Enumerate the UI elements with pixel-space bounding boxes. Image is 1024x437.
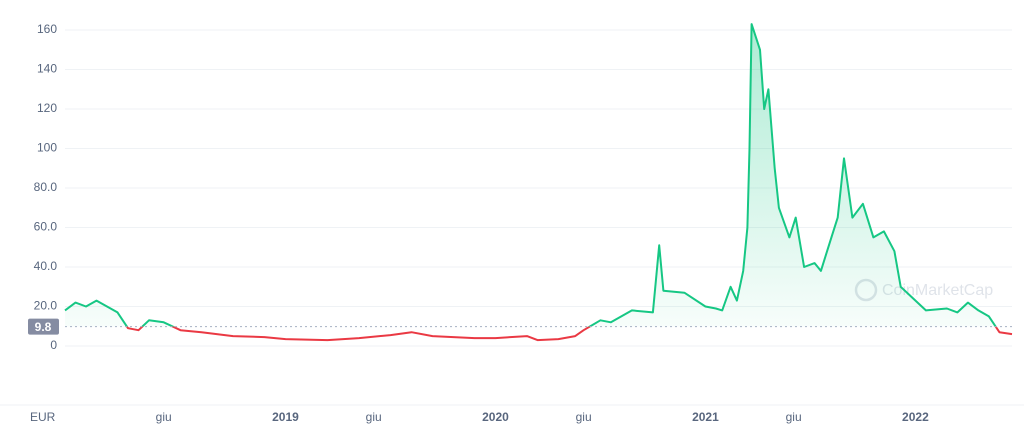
current-price-tag — [28, 318, 59, 335]
x-tick-label: giu — [576, 410, 592, 424]
y-tick-label: 40.0 — [34, 259, 58, 273]
y-tick-label: 80.0 — [34, 180, 58, 194]
x-tick-label: 2020 — [482, 410, 509, 424]
y-tick-label: 100 — [37, 141, 57, 155]
x-tick-label: 2022 — [902, 410, 929, 424]
current-price-label: 9.8 — [35, 320, 52, 334]
price-line-up — [64, 23, 997, 327]
y-tick-label: 160 — [37, 22, 57, 36]
price-line-down — [125, 326, 1013, 342]
x-tick-label: giu — [366, 410, 382, 424]
x-tick-label: 2019 — [272, 410, 299, 424]
y-tick-label: 0 — [50, 338, 57, 352]
currency-label: EUR — [30, 410, 56, 424]
y-tick-label: 60.0 — [34, 220, 58, 234]
x-tick-label: giu — [156, 410, 172, 424]
x-tick-label: 2021 — [692, 410, 719, 424]
x-tick-label: giu — [786, 410, 802, 424]
price-area — [65, 24, 996, 327]
y-tick-label: 140 — [37, 62, 57, 76]
y-tick-label: 20.0 — [34, 299, 58, 313]
y-tick-label: 120 — [37, 101, 57, 115]
